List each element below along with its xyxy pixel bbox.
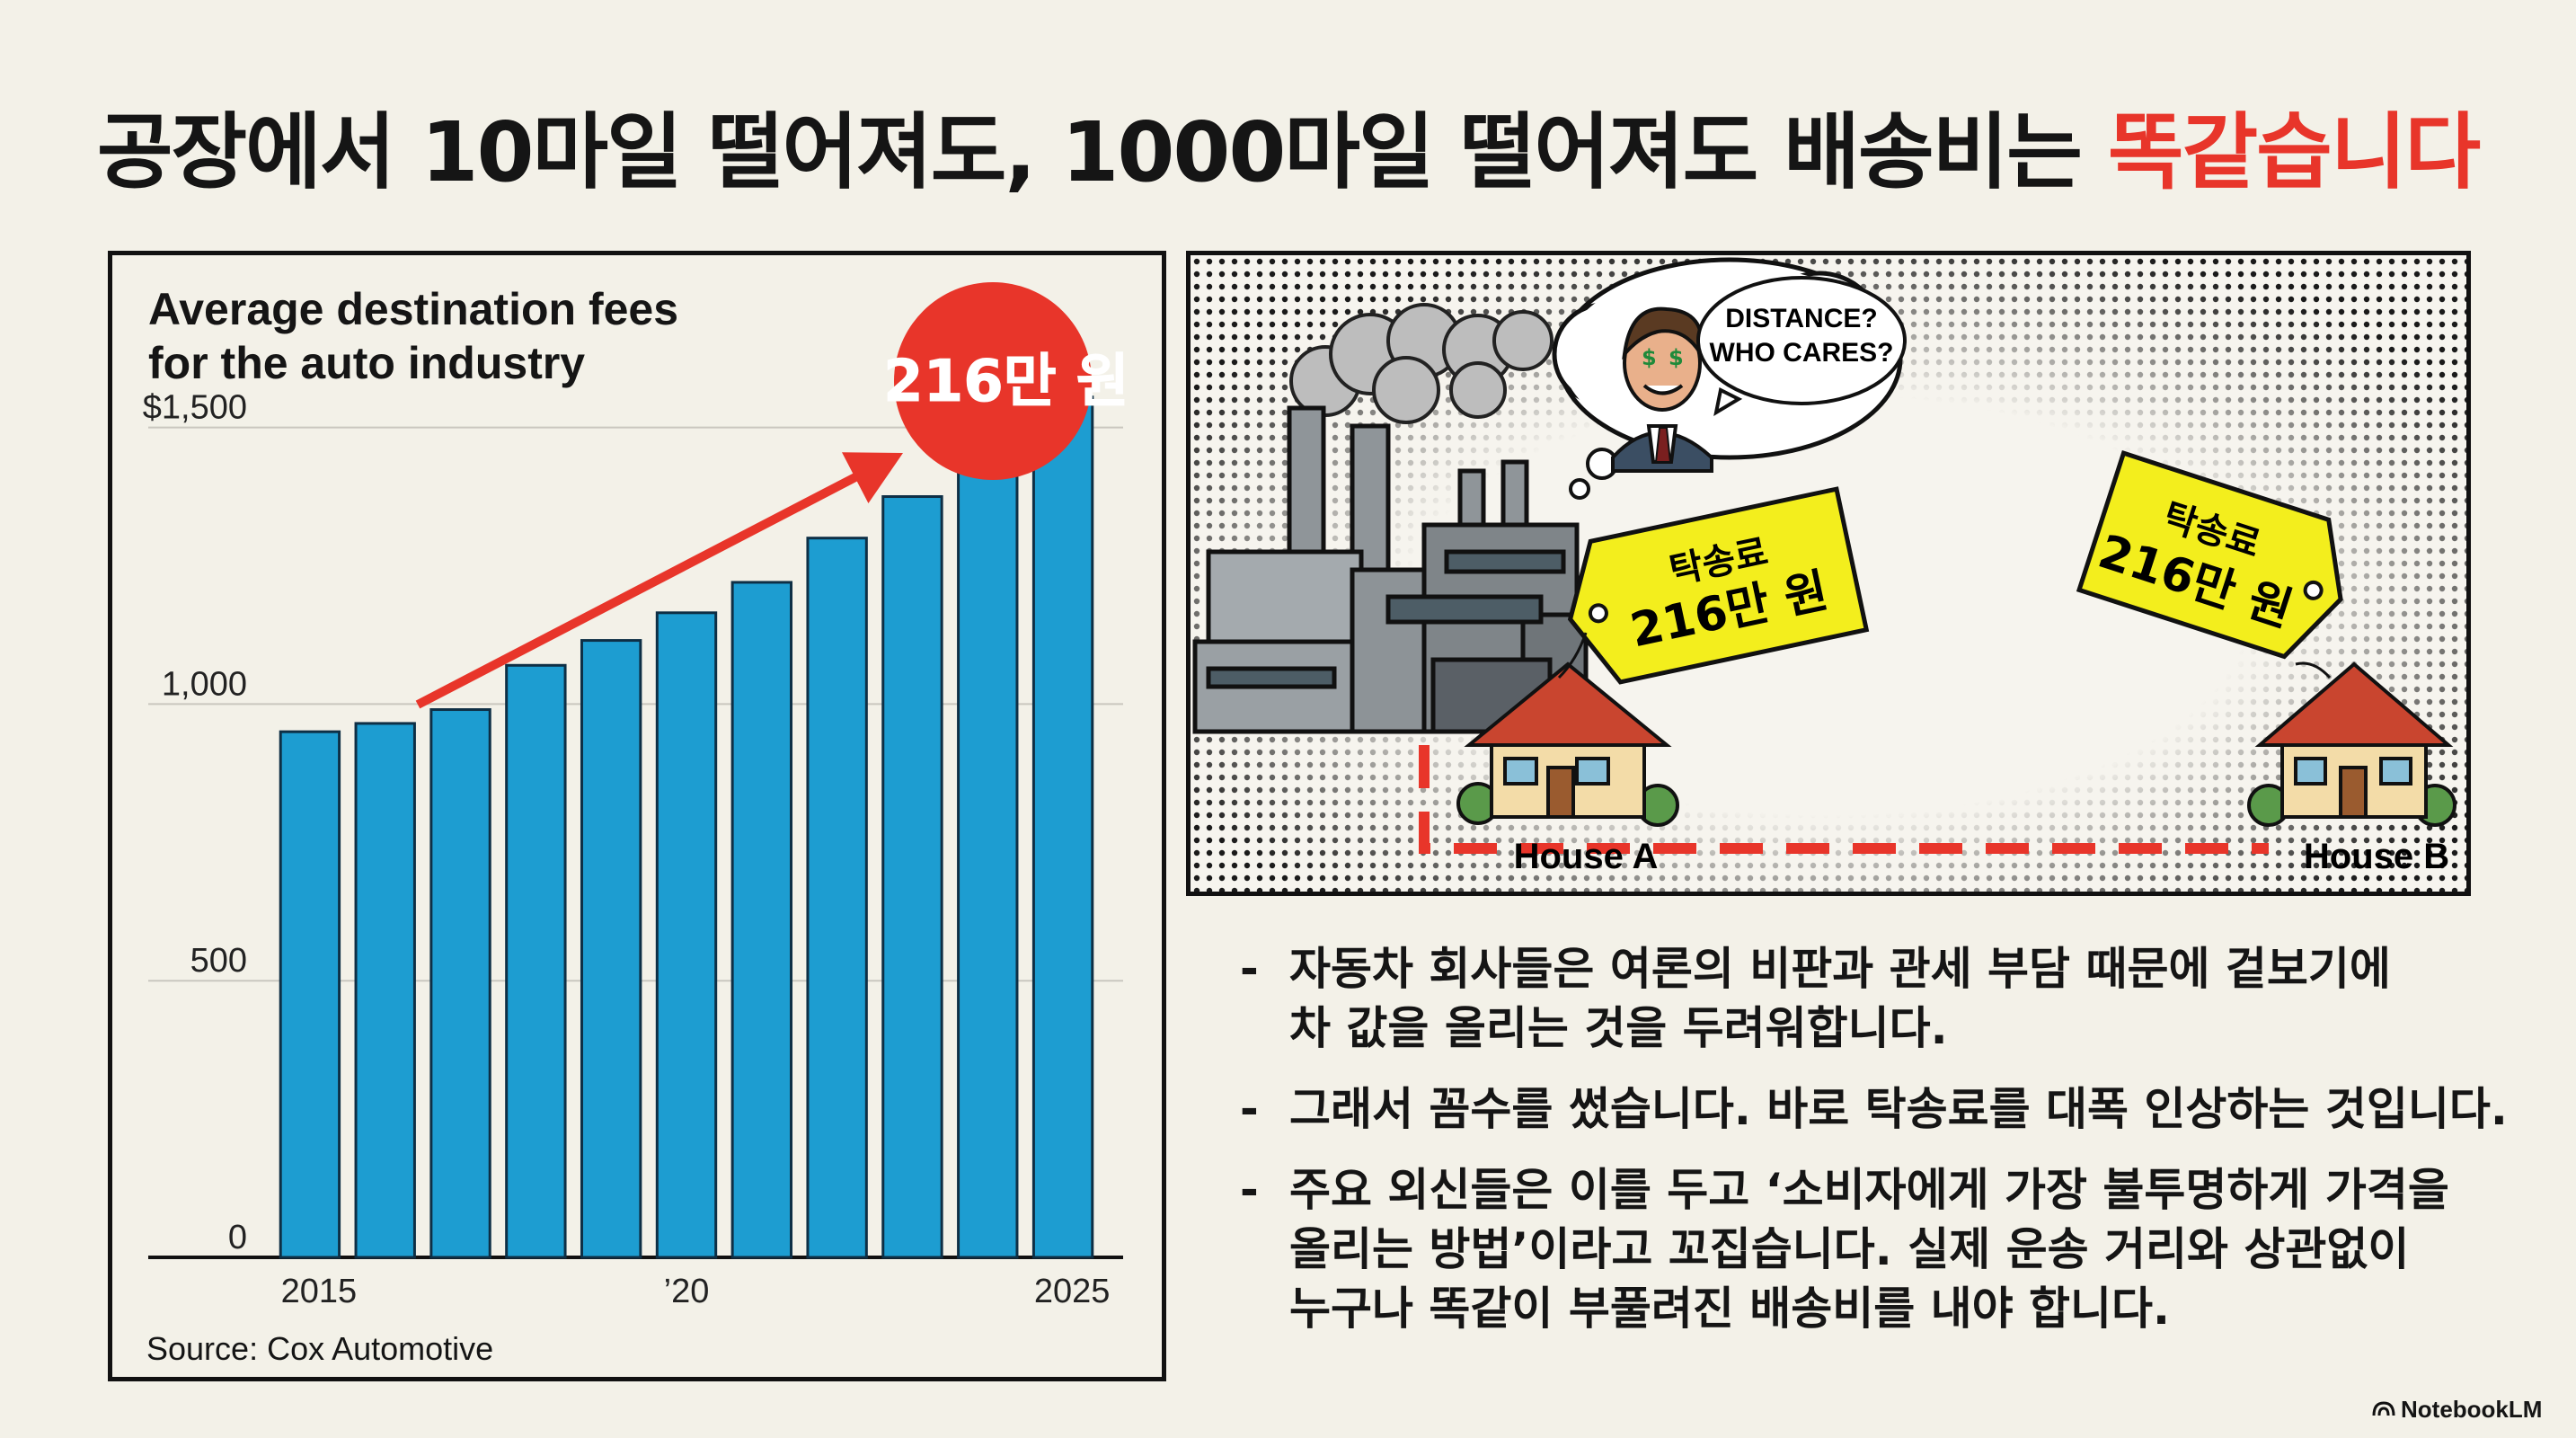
bullet-line: 올리는 방법’이라고 꼬집습니다. 실제 운송 거리와 상관없이 (1289, 1223, 2410, 1275)
speech-line-2: WHO CARES? (1710, 338, 1894, 368)
bullet-dash: - (1240, 1083, 1259, 1135)
chart-title-line-1: Average destination fees (148, 284, 679, 334)
svg-text:$: $ (1669, 345, 1684, 370)
bar (505, 663, 567, 1259)
chart-panel: Average destination fees for the auto in… (108, 251, 1166, 1381)
house-b-icon (2247, 661, 2456, 827)
bar (655, 611, 718, 1259)
bar (806, 537, 868, 1259)
house-a-icon (1456, 661, 1679, 827)
bullet-item: - 그래서 꼼수를 썼습니다. 바로 탁송료를 대폭 인상하는 것입니다. (1240, 1079, 2508, 1139)
chart-title: Average destination fees for the auto in… (148, 282, 957, 390)
trend-arrowhead (842, 452, 903, 504)
price-tag-a: 탁송료 216만 원 (1567, 486, 1870, 685)
y-tick-label: 500 (190, 942, 247, 980)
brand-label: NotebookLM (2401, 1396, 2543, 1423)
bullet-line: 차 값을 올리는 것을 두려워합니다. (1289, 1002, 1948, 1054)
bullet-item: - 주요 외신들은 이를 두고 ‘소비자에게 가장 불투명하게 가격을 올리는 … (1240, 1160, 2498, 1338)
bar (279, 730, 341, 1259)
brand-footer: NotebookLM (2372, 1396, 2542, 1424)
y-tick-label: 0 (228, 1219, 247, 1256)
bar (730, 581, 793, 1259)
callout-label: 216만 원 (883, 349, 1129, 415)
bullet-line: 자동차 회사들은 여론의 비판과 관세 부담 때문에 겉보기에 (1289, 943, 2391, 995)
house-a-label: House A (1514, 837, 1659, 876)
smoke-clouds (1289, 303, 1554, 424)
x-tick-label: ’20 (664, 1273, 710, 1310)
callout-circle (894, 282, 1092, 480)
comic-illustration: $ $ DISTANCE? WHO CARES? (1191, 255, 2466, 892)
bar (429, 708, 491, 1259)
chart-title-line-2: for the auto industry (148, 338, 586, 388)
svg-text:$: $ (1642, 345, 1657, 370)
page-title: 공장에서 10마일 떨어져도, 1000마일 떨어져도 배송비는 똑같습니다 (0, 85, 2576, 205)
route-line (1419, 745, 2269, 854)
tag-b-string (2295, 661, 2332, 679)
bar (580, 639, 642, 1259)
bar (1031, 395, 1094, 1259)
tag-a-string (1557, 632, 1588, 679)
speech-bubble: DISTANCE? WHO CARES? (1696, 276, 1907, 417)
speech-line-1: DISTANCE? (1725, 304, 1877, 333)
bullet-dash: - (1240, 1164, 1259, 1216)
x-tick-label: 2025 (1034, 1273, 1111, 1310)
comic-panel: $ $ DISTANCE? WHO CARES? (1186, 251, 2471, 896)
title-highlight: 똑같습니다 (2107, 104, 2481, 200)
businessman-icon: $ $ (1611, 306, 1713, 473)
bar-chart: $1,500 1,000 500 0 2015 ’20 2025 216만 원 (143, 282, 1129, 1310)
bar (881, 495, 943, 1259)
bar (354, 722, 416, 1259)
bullet-line: 그래서 꼼수를 썼습니다. 바로 탁송료를 대폭 인상하는 것입니다. (1289, 1083, 2508, 1135)
chart-source: Source: Cox Automotive (146, 1330, 494, 1367)
bullet-dash: - (1240, 943, 1259, 995)
factory-icon (1192, 405, 1589, 734)
bullet-list: - 자동차 회사들은 여론의 비판과 관세 부담 때문에 겉보기에 차 값을 올… (1240, 939, 2508, 1360)
title-main: 공장에서 10마일 떨어져도, 1000마일 떨어져도 배송비는 (96, 104, 2108, 200)
y-tick-label: $1,500 (143, 389, 247, 427)
bullet-line: 누구나 똑같이 부풀려진 배송비를 내야 합니다. (1289, 1283, 2171, 1335)
bullet-line: 주요 외신들은 이를 두고 ‘소비자에게 가장 불투명하게 가격을 (1289, 1164, 2449, 1216)
y-tick-label: 1,000 (162, 665, 247, 703)
bullet-item: - 자동차 회사들은 여론의 비판과 관세 부담 때문에 겉보기에 차 값을 올… (1240, 939, 2498, 1058)
x-tick-label: 2015 (281, 1273, 358, 1310)
notebooklm-icon (2372, 1396, 2395, 1424)
house-b-label: House B (2304, 837, 2449, 876)
trend-arrow (415, 462, 879, 709)
bar (957, 470, 1019, 1259)
